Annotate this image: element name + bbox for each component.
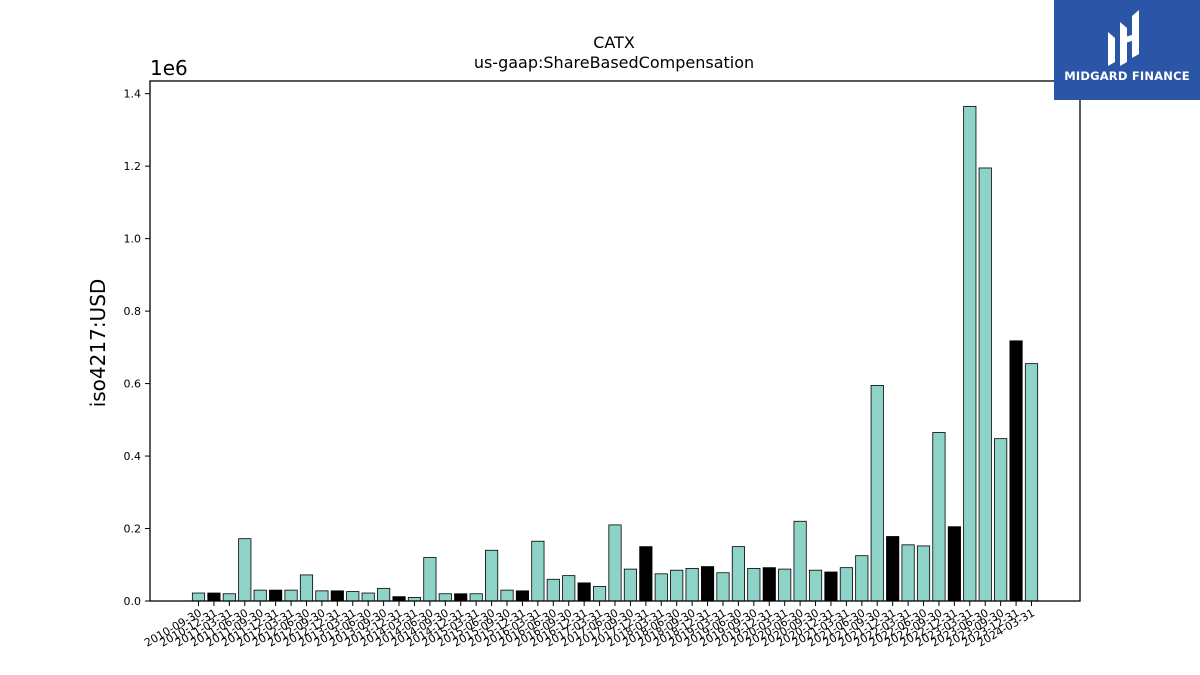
bar-2019-06-30 [731,546,745,602]
bar-2016-06-30 [546,578,560,602]
midgard-logo-icon [1108,10,1139,66]
bar-2018-03-31 [654,573,668,602]
bar-2023-09-30 [994,438,1008,602]
bar-2022-06-30 [916,545,931,602]
bar-2018-09-30 [685,567,699,602]
logo-text: MIDGARD FINANCE [1064,69,1190,83]
bar-2017-12-31 [639,546,653,602]
chart-title: CATX [593,33,635,52]
bar-2016-03-31 [531,540,545,602]
bar-2022-09-30 [932,432,946,602]
bar-2024-03-31 [1024,363,1039,602]
chart-subtitle: us-gaap:ShareBasedCompensation [474,53,754,72]
bar-2014-09-30 [438,593,452,602]
bar-2017-09-30 [623,568,638,602]
bar-2015-12-31 [515,590,530,602]
y-scale-label: 1e6 [150,56,188,80]
bar-2017-03-31 [593,586,607,602]
y-tick-label: 1.0 [124,233,142,246]
bar-2012-06-30 [299,574,314,602]
y-tick-label: 0.6 [124,378,142,391]
bar-2010-09-30 [191,592,206,602]
bar-2011-06-30 [238,538,252,602]
bars-group [191,105,1039,602]
bar-2013-09-30 [377,587,391,602]
brand-logo: MIDGARD FINANCE [1054,0,1200,100]
bar-2013-03-31 [346,591,360,602]
bar-2013-06-30 [361,592,375,602]
bar-2023-03-31 [963,105,977,602]
bar-2019-09-30 [747,567,761,602]
bar-2021-12-31 [886,536,900,602]
bar-2015-06-30 [485,549,499,602]
bar-2023-06-30 [978,167,992,602]
bar-2022-12-31 [947,526,961,602]
bar-2011-09-30 [253,589,267,602]
bar-2012-12-31 [330,590,344,602]
bar-2016-12-31 [577,582,591,602]
bar-2020-12-31 [824,571,838,602]
y-axis-label: iso4217:USD [86,279,110,408]
plot-frame [149,80,1081,602]
bar-2018-06-30 [670,569,684,602]
y-tick-label: 0.4 [124,450,142,463]
bar-2014-12-31 [454,593,468,602]
bar-2011-03-31 [222,593,236,602]
y-axis: 0.0 0.2 0.4 0.6 0.8 1.0 1.2 1.4 [124,88,150,608]
bar-2012-03-31 [284,589,298,602]
bar-2018-12-31 [700,566,715,602]
bar-2019-12-31 [762,567,776,602]
y-tick-label: 0.0 [124,595,142,608]
bar-2020-09-30 [808,569,823,602]
bar-2021-06-30 [855,555,869,602]
bar-2021-03-31 [839,567,853,602]
x-axis: 2010-09-302010-12-312011-03-312011-06-30… [142,601,1037,650]
bar-2019-03-31 [716,572,730,602]
y-tick-label: 0.2 [124,523,142,536]
bar-2014-06-30 [423,557,437,602]
bar-2015-03-31 [469,593,483,602]
bar-2010-12-31 [207,592,221,602]
bar-2021-09-30 [870,384,884,602]
bar-2023-12-31 [1009,340,1023,602]
bar-2012-09-30 [315,590,329,602]
bar-2017-06-30 [608,524,622,602]
y-tick-label: 1.2 [124,160,142,173]
bar-2011-12-31 [269,589,283,602]
bar-2016-09-30 [562,575,576,602]
bar-2022-03-31 [901,544,915,602]
bar-2013-12-31 [392,596,406,602]
bar-2015-09-30 [500,589,514,602]
bar-2020-06-30 [793,520,807,602]
bar-2020-03-31 [778,568,792,602]
y-tick-label: 0.8 [124,305,142,318]
y-tick-label: 1.4 [124,88,142,101]
